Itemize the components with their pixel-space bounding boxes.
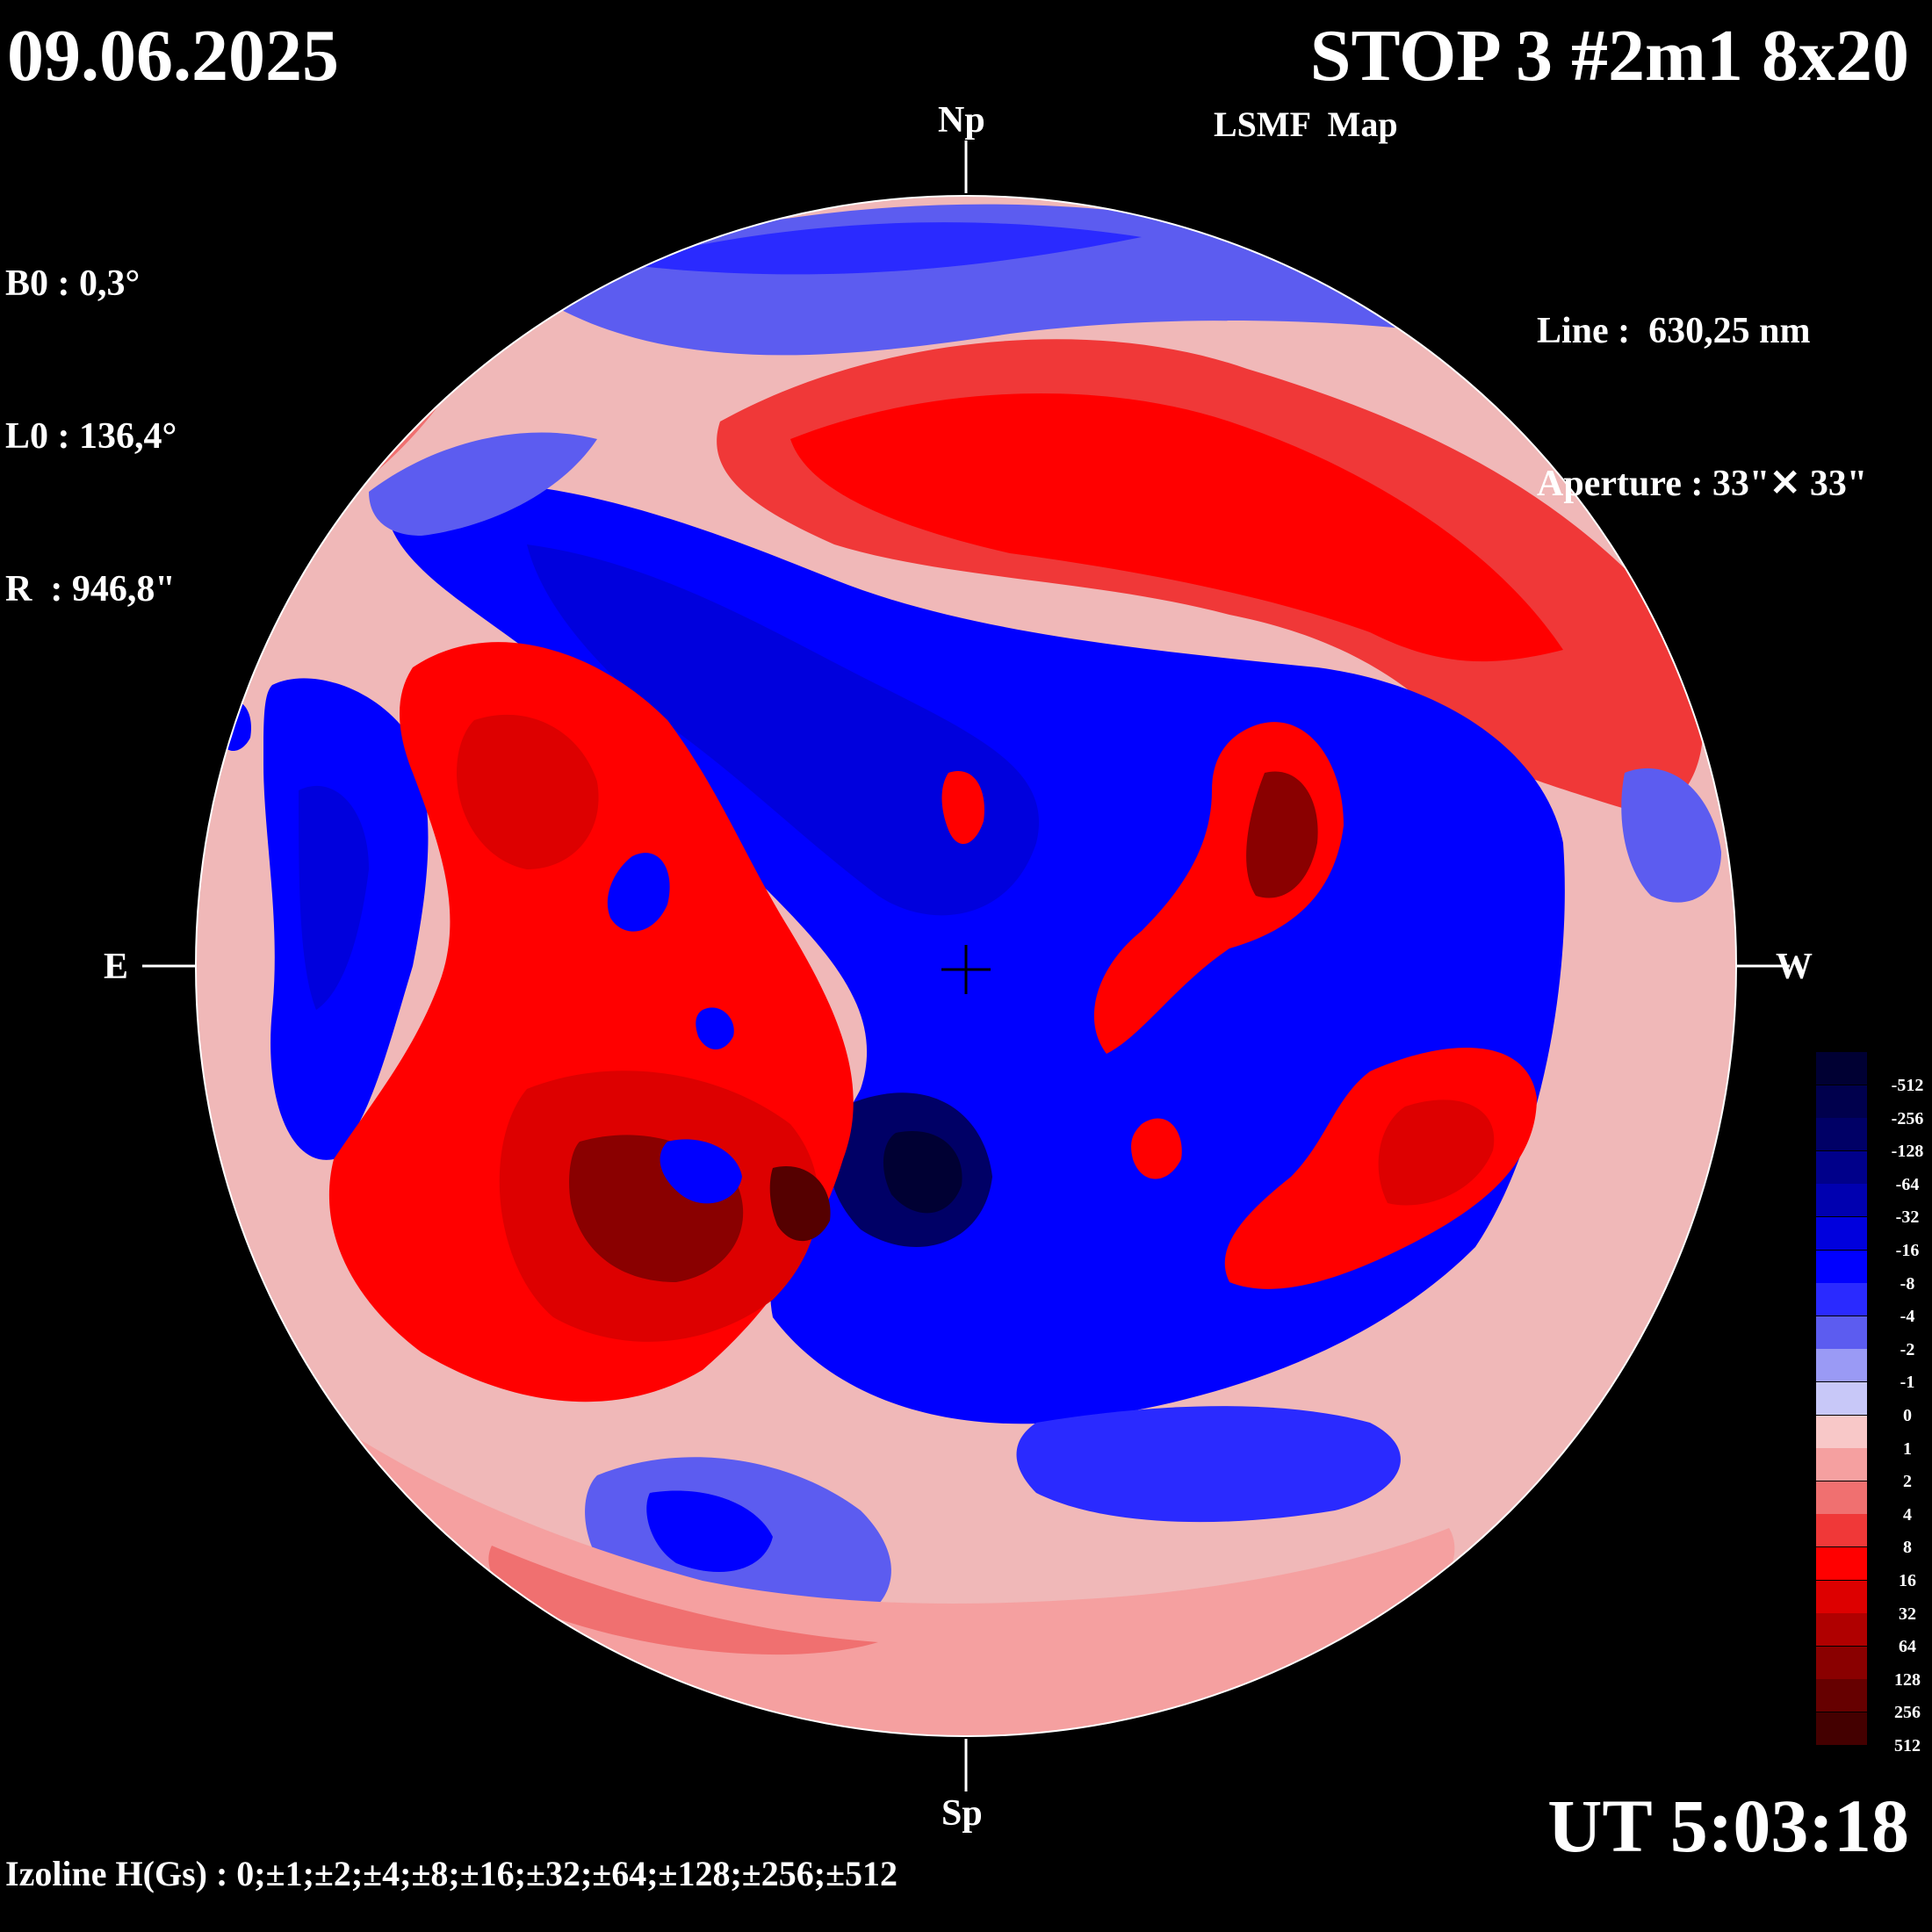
legend-swatch [1816, 1085, 1867, 1118]
legend-label: -4 [1900, 1307, 1915, 1327]
legend-swatch [1816, 1613, 1867, 1647]
radius-value: R : 946,8" [5, 569, 176, 609]
legend-swatch [1816, 1514, 1867, 1547]
legend-label: 0 [1903, 1406, 1912, 1425]
b0-value: B0 : 0,3° [5, 263, 141, 304]
observation-date: 09.06.2025 [7, 15, 339, 97]
legend-label: 1 [1903, 1438, 1912, 1459]
legend-label: 2 [1903, 1472, 1912, 1492]
aperture-size: Aperture : 33"✕ 33" [1537, 464, 1868, 504]
legend-swatch [1816, 1382, 1867, 1415]
map-title: STOP 3 #2m1 8x20 [1309, 15, 1909, 97]
legend-swatch [1816, 1580, 1867, 1613]
solar-parameters: B0 : 0,3° L0 : 136,4° R : 946,8" [5, 156, 177, 666]
legend-label: -512 [1891, 1076, 1924, 1095]
legend-swatch [1816, 1349, 1867, 1382]
legend-label: -16 [1895, 1241, 1920, 1260]
legend-swatch [1816, 1052, 1867, 1085]
color-legend: -512 -256 -128 -64 -32 -16 -8 -4 -2 -1 0 1 2 4 8 16 32 64… [1816, 1052, 1932, 1756]
legend-swatch [1816, 1184, 1867, 1217]
legend-label: 64 [1899, 1637, 1916, 1657]
legend-label: -128 [1891, 1142, 1924, 1162]
legend-swatch [1816, 1712, 1867, 1745]
legend-swatch [1816, 1118, 1867, 1151]
legend-label: -64 [1895, 1174, 1920, 1194]
disk-outline [195, 195, 1737, 1737]
legend-swatch [1816, 1415, 1867, 1448]
legend-label: 32 [1899, 1604, 1916, 1624]
south-label: Sp [941, 1793, 983, 1834]
legend-swatch [1816, 1283, 1867, 1316]
legend-label: -8 [1900, 1273, 1915, 1294]
legend-swatch [1816, 1217, 1867, 1250]
legend-label: 16 [1899, 1571, 1916, 1590]
legend-label: 4 [1903, 1504, 1912, 1525]
instrument-info: Line : 630,25 nm Aperture : 33"✕ 33" [1537, 204, 1867, 560]
legend-label: -2 [1900, 1339, 1915, 1359]
legend-label: 256 [1894, 1703, 1921, 1723]
legend-swatch [1816, 1250, 1867, 1283]
east-label: E [104, 947, 129, 987]
north-label: Np [938, 100, 985, 141]
legend-label: 512 [1894, 1736, 1921, 1755]
legend-swatch [1816, 1150, 1867, 1184]
legend-label: 128 [1894, 1669, 1921, 1690]
legend-swatch [1816, 1646, 1867, 1679]
legend-label: 8 [1903, 1538, 1912, 1558]
legend-swatch [1816, 1448, 1867, 1481]
axis-ticks [142, 141, 1790, 1791]
legend-label: -1 [1900, 1373, 1915, 1393]
legend-label: -32 [1895, 1208, 1920, 1228]
legend-label: -256 [1891, 1108, 1924, 1128]
west-label: W [1776, 947, 1813, 987]
legend-swatch [1816, 1316, 1867, 1349]
legend-swatch [1816, 1679, 1867, 1712]
legend-swatch [1816, 1481, 1867, 1514]
izoline-levels: Izoline H(Gs) : 0;±1;±2;±4;±8;±16;±32;±6… [5, 1854, 898, 1893]
map-subtitle: LSMF Map [1214, 105, 1398, 144]
center-cross [941, 945, 991, 994]
ut-time: UT 5:03:18 [1547, 1784, 1909, 1868]
spectral-line: Line : 630,25 nm [1537, 311, 1811, 351]
legend-swatch [1816, 1547, 1867, 1580]
l0-value: L0 : 136,4° [5, 416, 177, 457]
